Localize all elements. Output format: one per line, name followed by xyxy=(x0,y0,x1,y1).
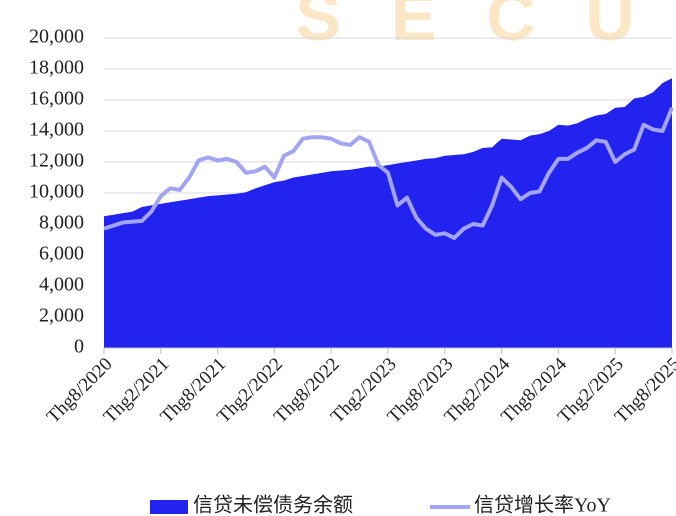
y-tick-label: 16,000 xyxy=(29,88,84,110)
y-tick-label: 2,000 xyxy=(39,305,84,327)
line xyxy=(103,106,674,240)
legend-swatch xyxy=(150,500,188,514)
y-tick-label: 10,000 xyxy=(29,181,84,203)
y-tick-label: 6,000 xyxy=(39,243,84,265)
y-tick-label: 0 xyxy=(74,336,84,358)
y-tick-label: 12,000 xyxy=(29,150,84,172)
watermark: SECU xyxy=(296,0,676,55)
area xyxy=(104,78,672,349)
y-tick-label: 8,000 xyxy=(39,212,84,234)
legend-label: 信贷增长率YoY xyxy=(474,494,611,516)
y-tick-label: 14,000 xyxy=(29,119,84,141)
y-tick-label: 4,000 xyxy=(39,274,84,296)
y-tick-label: 18,000 xyxy=(29,57,84,79)
y-tick-label: 20,000 xyxy=(29,26,84,48)
legend-label: 信贷未偿债务余额 xyxy=(193,494,353,516)
